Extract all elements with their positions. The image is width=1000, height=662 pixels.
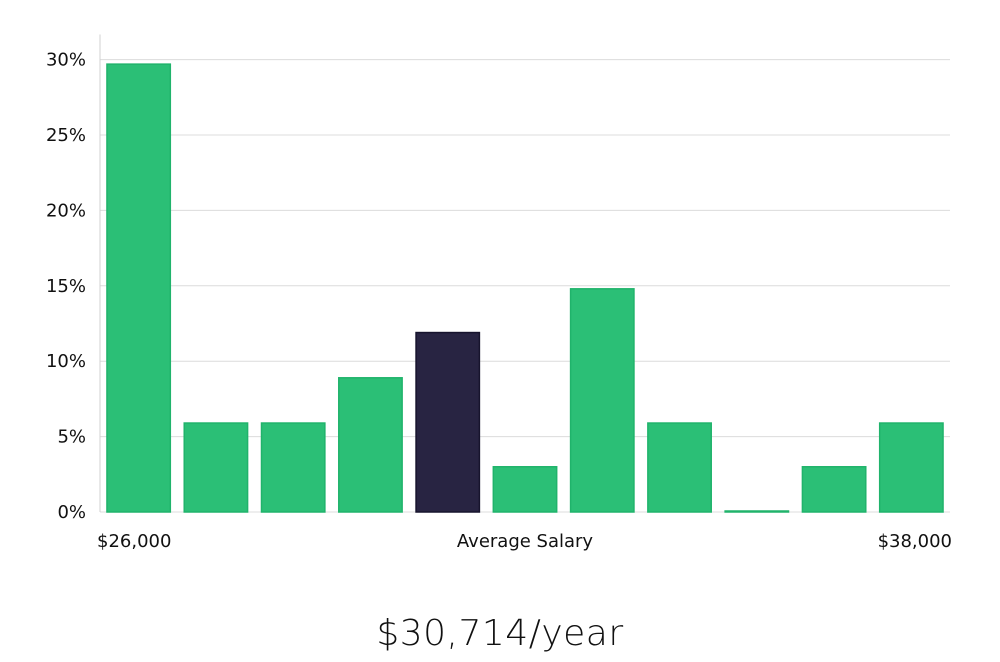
x-label-center: Average Salary bbox=[457, 531, 594, 552]
y-axis-ticks: 0% 5% 10% 15% 20% 25% 30% bbox=[46, 50, 86, 523]
average-salary-bar bbox=[415, 331, 481, 513]
salary-bar bbox=[492, 466, 558, 513]
salary-bar bbox=[183, 422, 249, 513]
y-tick-label: 30% bbox=[46, 50, 86, 71]
salary-bar bbox=[260, 422, 326, 513]
salary-bar bbox=[338, 377, 403, 513]
x-label-min: $26,000 bbox=[97, 531, 171, 552]
salary-bar bbox=[724, 510, 790, 513]
average-salary-text: $30,714/year bbox=[376, 613, 624, 654]
y-tick-label: 20% bbox=[46, 200, 86, 221]
y-tick-label: 5% bbox=[57, 427, 86, 448]
x-label-max: $38,000 bbox=[878, 531, 952, 552]
salary-bar bbox=[569, 288, 635, 513]
y-tick-label: 0% bbox=[57, 502, 86, 523]
salary-bar bbox=[878, 422, 944, 513]
salary-bar bbox=[647, 422, 712, 513]
salary-bar bbox=[106, 63, 172, 513]
salary-bar bbox=[801, 466, 867, 513]
y-tick-label: 10% bbox=[46, 351, 86, 372]
x-axis-labels: $26,000 Average Salary $38,000 bbox=[97, 531, 952, 552]
y-tick-label: 15% bbox=[46, 276, 86, 297]
y-tick-label: 25% bbox=[46, 125, 86, 146]
bars bbox=[106, 63, 944, 513]
salary-histogram: 0% 5% 10% 15% 20% 25% 30% $26,000 Average Sala… bbox=[46, 34, 952, 552]
